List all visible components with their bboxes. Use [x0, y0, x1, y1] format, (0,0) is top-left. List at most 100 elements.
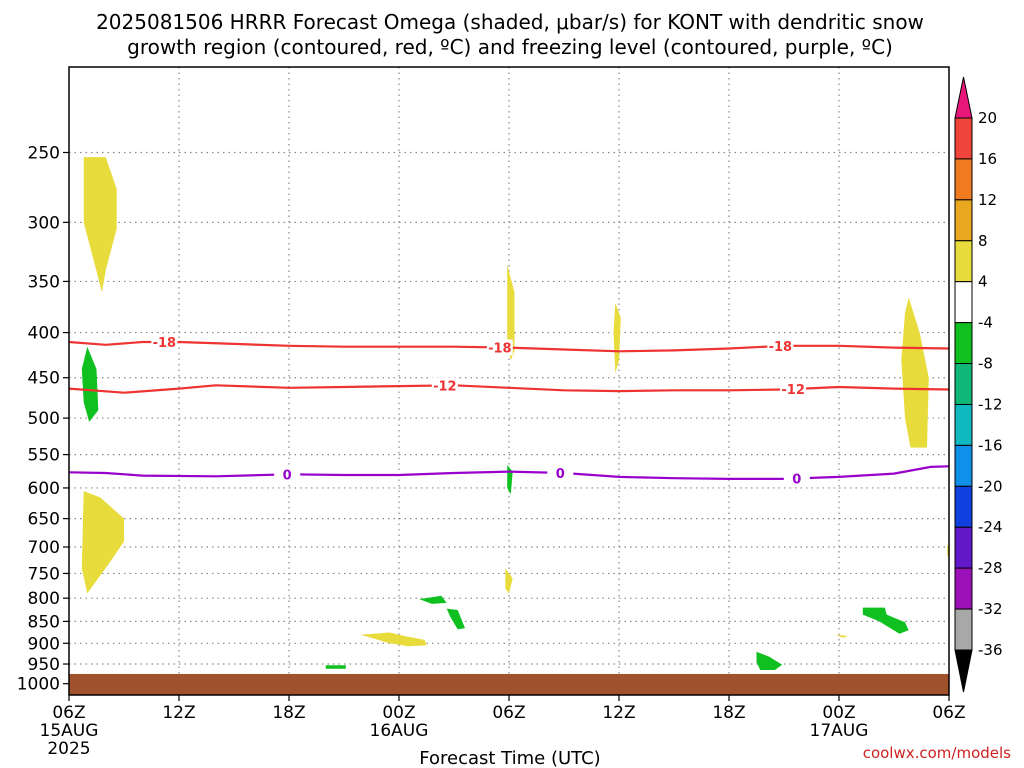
x-tick-label: 18Z	[272, 703, 305, 723]
colorbar-segment	[954, 117, 973, 160]
colorbar-segment	[954, 485, 973, 528]
x-tick-label: 12Z	[162, 703, 195, 723]
colorbar-segment	[954, 403, 973, 446]
contour-label-bg	[486, 339, 513, 356]
omega-region	[360, 632, 427, 647]
colorbar-segment	[954, 199, 973, 242]
omega-region	[756, 651, 783, 670]
y-tick-label: 700	[28, 538, 60, 558]
y-tick-label: 900	[28, 634, 60, 654]
colorbar-segment	[954, 240, 973, 283]
colorbar-label: -28	[978, 559, 1003, 577]
y-tick-label: 600	[28, 479, 60, 499]
omega-region	[862, 607, 909, 634]
y-tick-label: 500	[28, 409, 60, 429]
site-credit: coolwx.com/models	[863, 744, 1011, 762]
contour-label: 0	[556, 467, 565, 482]
colorbar-label: -8	[978, 355, 993, 373]
y-axis-ticks: 2503003504004505005506006507007508008509…	[17, 143, 69, 695]
omega-region	[446, 608, 465, 630]
colorbar-segment	[954, 322, 973, 365]
colorbar-segment	[954, 281, 973, 324]
omega-region	[81, 491, 124, 594]
colorbar-label: -24	[978, 518, 1003, 536]
contour-label-bg	[274, 466, 301, 483]
contour-label: -18	[488, 341, 512, 356]
colorbar-top-arrow	[954, 76, 973, 119]
y-tick-label: 950	[28, 655, 60, 675]
y-tick-label: 300	[28, 213, 60, 233]
colorbar-label: -20	[978, 477, 1003, 495]
contour-label: -18	[769, 340, 793, 355]
x-tick-label: 00Z	[822, 703, 855, 723]
colorbar-label: 16	[978, 150, 997, 168]
y-tick-label: 350	[28, 272, 60, 292]
colorbar: 20 16 12 8 4 -4 -8 -12 -16 -20 -24 -28 -32 -36	[954, 76, 1003, 693]
colorbar-label: 12	[978, 191, 997, 209]
colorbar-segment	[954, 158, 973, 201]
colorbar-label: 8	[978, 232, 988, 250]
omega-region	[613, 302, 621, 374]
contour-label-bg	[151, 334, 178, 351]
colorbar-label: -12	[978, 395, 1003, 413]
contour-label: -12	[781, 383, 805, 398]
title-line-1: 2025081506 HRRR Forecast Omega (shaded, …	[96, 10, 924, 34]
colorbar-segment	[954, 608, 973, 651]
ground-surface	[69, 673, 949, 695]
y-tick-label: 250	[28, 143, 60, 163]
y-tick-label: 550	[28, 446, 60, 466]
omega-shading	[81, 157, 949, 670]
colorbar-bottom-arrow	[954, 649, 973, 693]
x-tick-label: 12Z	[602, 703, 635, 723]
x-tick-label: 18Z	[712, 703, 745, 723]
colorbar-label: 20	[978, 109, 997, 127]
y-tick-label: 850	[28, 612, 60, 632]
colorbar-label: 4	[978, 273, 988, 291]
y-tick-label: 450	[28, 369, 60, 389]
colorbar-label: -36	[978, 641, 1003, 659]
colorbar-label: -4	[978, 314, 993, 332]
colorbar-label: -32	[978, 600, 1003, 618]
contour-label: -12	[433, 379, 457, 394]
y-tick-label: 650	[28, 510, 60, 530]
x-tick-label: 06Z	[492, 703, 525, 723]
omega-region	[901, 297, 929, 448]
colorbar-segment	[954, 567, 973, 610]
contour-lines: -18 -18 -18 -12 -12 0 0 0	[68, 334, 950, 487]
x-tick-label: 00Z	[382, 703, 415, 723]
contour-line	[68, 465, 950, 480]
y-tick-label: 800	[28, 589, 60, 609]
chart-title: 2025081506 HRRR Forecast Omega (shaded, …	[96, 10, 924, 59]
x-tick-label: 06Z	[52, 703, 85, 723]
title-line-2: growth region (contoured, red, ºC) and f…	[127, 35, 893, 59]
contour-label-bg	[780, 381, 807, 398]
omega-region	[83, 157, 117, 293]
x-tick-label: 16AUG	[370, 721, 429, 741]
x-tick-label: 2025	[47, 739, 90, 759]
y-tick-label: 750	[28, 564, 60, 584]
omega-region	[835, 634, 849, 638]
contour-label-bg	[547, 464, 574, 481]
contour-label: 0	[283, 468, 292, 483]
x-tick-label: 17AUG	[810, 721, 869, 741]
x-axis-label: Forecast Time (UTC)	[419, 748, 600, 768]
omega-region	[419, 595, 447, 604]
x-tick-label: 15AUG	[40, 721, 99, 741]
contour-label-bg	[767, 337, 794, 354]
contour-label-bg	[431, 377, 458, 394]
y-tick-label: 1000	[17, 675, 60, 695]
colorbar-segment	[954, 363, 973, 405]
omega-region	[507, 264, 515, 361]
colorbar-segment	[954, 444, 973, 487]
y-tick-label: 400	[28, 324, 60, 344]
contour-label-bg	[783, 470, 810, 487]
x-tick-label: 06Z	[932, 703, 965, 723]
colorbar-segment	[954, 526, 973, 569]
omega-region	[81, 346, 99, 422]
omega-region	[325, 665, 346, 669]
colorbar-label: -16	[978, 436, 1003, 454]
contour-label: -18	[153, 336, 177, 351]
contour-label: 0	[792, 472, 801, 487]
